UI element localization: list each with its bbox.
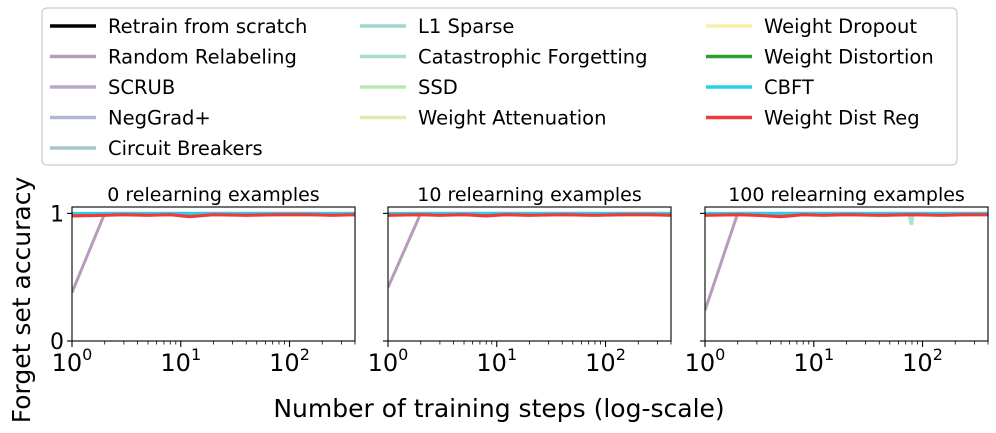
- legend-frame: [41, 7, 958, 166]
- x-tick-label: 101: [160, 345, 201, 377]
- x-tick-label: 101: [476, 345, 517, 377]
- x-tick-exponent: 0: [398, 345, 408, 364]
- x-tick-exponent: 1: [507, 345, 517, 364]
- panel-frame: [704, 206, 989, 342]
- legend-label: Circuit Breakers: [108, 137, 263, 160]
- x-tick-label: 100: [685, 345, 726, 377]
- y-tick-label: 1: [50, 202, 64, 227]
- x-tick-label: 102: [902, 345, 943, 377]
- x-tick-base: 10: [585, 349, 616, 377]
- legend-label: Catastrophic Forgetting: [418, 46, 648, 69]
- y-tick-label: 0: [50, 330, 64, 355]
- legend-label: Weight Dropout: [764, 15, 917, 38]
- x-tick-exponent: 2: [616, 345, 626, 364]
- series-weight-dist-reg: [705, 213, 988, 219]
- x-tick-exponent: 1: [824, 345, 834, 364]
- legend-item-l1-sparse[interactable]: L1 Sparse: [360, 15, 514, 38]
- x-tick-base: 10: [269, 349, 300, 377]
- legend-label: Weight Attenuation: [418, 107, 606, 130]
- x-tick-label: 102: [585, 345, 626, 377]
- legend-item-weight-distortion[interactable]: Weight Distortion: [706, 46, 934, 69]
- legend-item-circuit-breakers[interactable]: Circuit Breakers: [50, 137, 263, 160]
- legend-label: L1 Sparse: [418, 15, 514, 38]
- x-tick-base: 10: [476, 349, 507, 377]
- y-axis-label: Forget set accuracy: [7, 177, 36, 424]
- x-tick-label: 102: [269, 345, 310, 377]
- series-random-relabeling: [705, 211, 988, 311]
- legend-item-scrub[interactable]: SCRUB: [50, 76, 175, 99]
- plot-area: [72, 211, 355, 294]
- x-tick-base: 10: [685, 349, 716, 377]
- legend-item-cbft[interactable]: CBFT: [706, 76, 814, 99]
- x-tick-exponent: 1: [191, 345, 201, 364]
- series-catastrophic-forgetting-dip: [907, 213, 915, 226]
- legend-label: Weight Dist Reg: [764, 107, 920, 130]
- panel-title: 0 relearning examples: [107, 184, 319, 206]
- panel-frame: [71, 206, 356, 342]
- legend-item-neggrad[interactable]: NegGrad+: [50, 107, 211, 130]
- x-tick-label: 100: [52, 345, 93, 377]
- legend-item-catastrophic-forgetting[interactable]: Catastrophic Forgetting: [360, 46, 648, 69]
- legend-item-random-relabeling[interactable]: Random Relabeling: [50, 46, 297, 69]
- legend-item-retrain-from-scratch[interactable]: Retrain from scratch: [50, 15, 307, 38]
- series-random-relabeling: [72, 211, 355, 294]
- legend-label: Weight Distortion: [764, 46, 934, 69]
- series-weight-dist-reg: [72, 213, 355, 219]
- legend-item-weight-dropout[interactable]: Weight Dropout: [706, 15, 917, 38]
- x-axis-label: Number of training steps (log-scale): [273, 394, 724, 423]
- x-tick-exponent: 0: [82, 345, 92, 364]
- x-tick-label: 100: [368, 345, 409, 377]
- x-tick-base: 10: [160, 349, 191, 377]
- legend-label: Retrain from scratch: [108, 15, 307, 38]
- legend-label: CBFT: [764, 76, 814, 99]
- plot-area: [388, 211, 671, 289]
- panel-frame: [387, 206, 672, 342]
- legend-label: SCRUB: [108, 76, 175, 99]
- series-random-relabeling: [388, 211, 671, 289]
- legend-item-weight-attenuation[interactable]: Weight Attenuation: [360, 107, 606, 130]
- x-tick-base: 10: [52, 349, 83, 377]
- legend: Retrain from scratch Random Relabeling SCR…: [41, 7, 958, 166]
- panel-title: 100 relearning examples: [728, 184, 965, 206]
- x-tick-label: 101: [793, 345, 834, 377]
- x-tick-base: 10: [793, 349, 824, 377]
- legend-label: Random Relabeling: [108, 46, 297, 69]
- legend-item-weight-dist-reg[interactable]: Weight Dist Reg: [706, 107, 920, 130]
- x-tick-exponent: 2: [933, 345, 943, 364]
- panel-title: 10 relearning examples: [417, 184, 642, 206]
- x-tick-base: 10: [902, 349, 933, 377]
- x-tick-exponent: 0: [715, 345, 725, 364]
- plot-area: [705, 211, 988, 311]
- x-tick-exponent: 2: [300, 345, 310, 364]
- legend-label: NegGrad+: [108, 107, 211, 130]
- x-tick-base: 10: [368, 349, 399, 377]
- legend-label: SSD: [418, 76, 458, 99]
- legend-item-ssd[interactable]: SSD: [360, 76, 458, 99]
- series-weight-dist-reg: [388, 213, 671, 218]
